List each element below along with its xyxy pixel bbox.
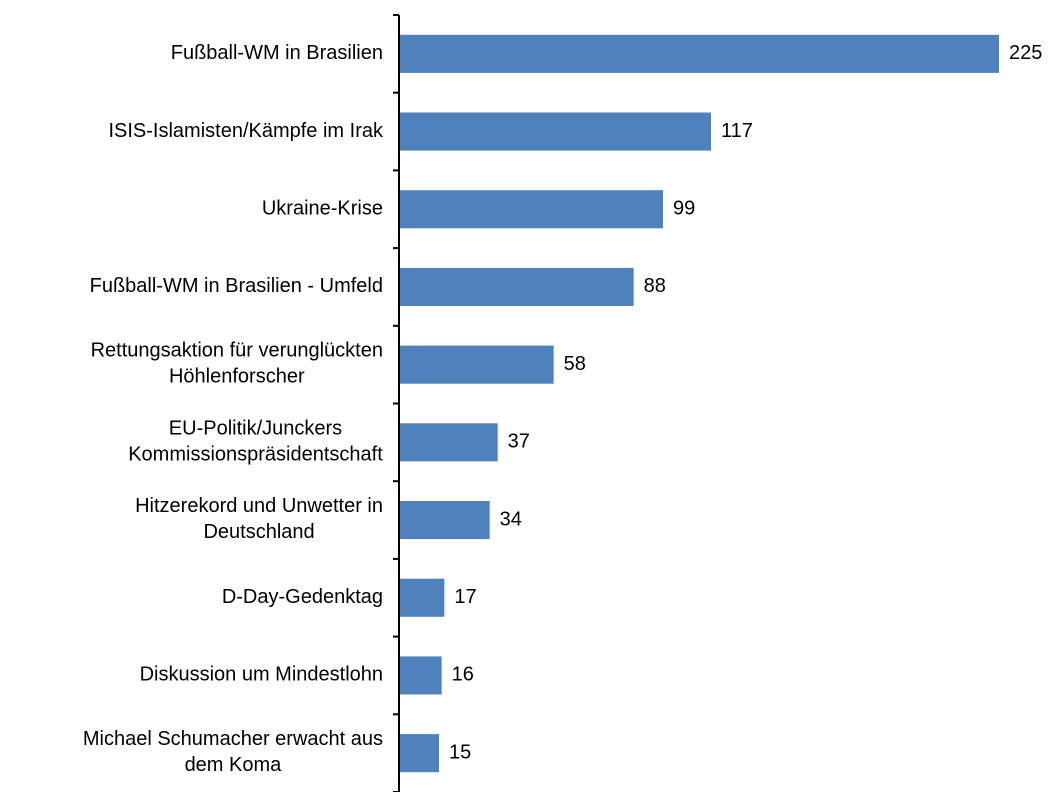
label-line: Hitzerekord und Unwetter in [135,495,383,517]
y-tick-label: ISIS-Islamisten/Kämpfe im Irak [108,120,384,142]
data-label: 16 [452,664,474,686]
bar [399,190,663,229]
y-tick-label: D-Day-Gedenktag [222,586,383,608]
data-label: 34 [500,508,522,530]
label-line: Deutschland [203,521,314,543]
label-line: Rettungsaktion für verunglückten [91,340,383,362]
y-tick-label: EU-Politik/Junckers Kommissionspräsidents… [128,418,383,466]
bar [399,423,498,462]
bar [399,578,445,617]
y-tick-label: Fußball-WM in Brasilien - Umfeld [90,275,383,297]
data-label: 117 [721,120,753,142]
data-label: 225 [1009,42,1042,64]
y-tick-label: Fußball-WM in Brasilien [171,42,383,64]
label-line: Kommissionspräsidentschaft [128,444,383,466]
y-tick-label: Diskussion um Mindestlohn [140,664,383,686]
data-label: 37 [508,431,530,453]
bar [399,734,439,773]
data-label: 58 [564,353,586,375]
bar [399,112,711,151]
label-line: EU-Politik/Junckers [169,418,342,440]
bar [399,34,999,73]
label-line: dem Koma [185,754,283,776]
bar [399,267,634,306]
bar [399,656,442,695]
label-line: Höhlenforscher [169,366,305,388]
data-label: 17 [454,586,476,608]
y-tick-label: Hitzerekord und Unwetter in Deutschland [135,495,383,543]
y-tick-label: Rettungsaktion für verunglückten Höhlenfo… [91,340,383,388]
bar [399,501,490,540]
label-line: Michael Schumacher erwacht aus [83,728,383,750]
data-label: 88 [644,275,666,297]
y-tick-label: Michael Schumacher erwacht aus dem Koma [83,728,383,776]
data-label: 15 [449,741,471,763]
bar [399,345,554,384]
y-tick-label: Ukraine-Krise [262,198,383,220]
data-label: 99 [673,198,695,220]
